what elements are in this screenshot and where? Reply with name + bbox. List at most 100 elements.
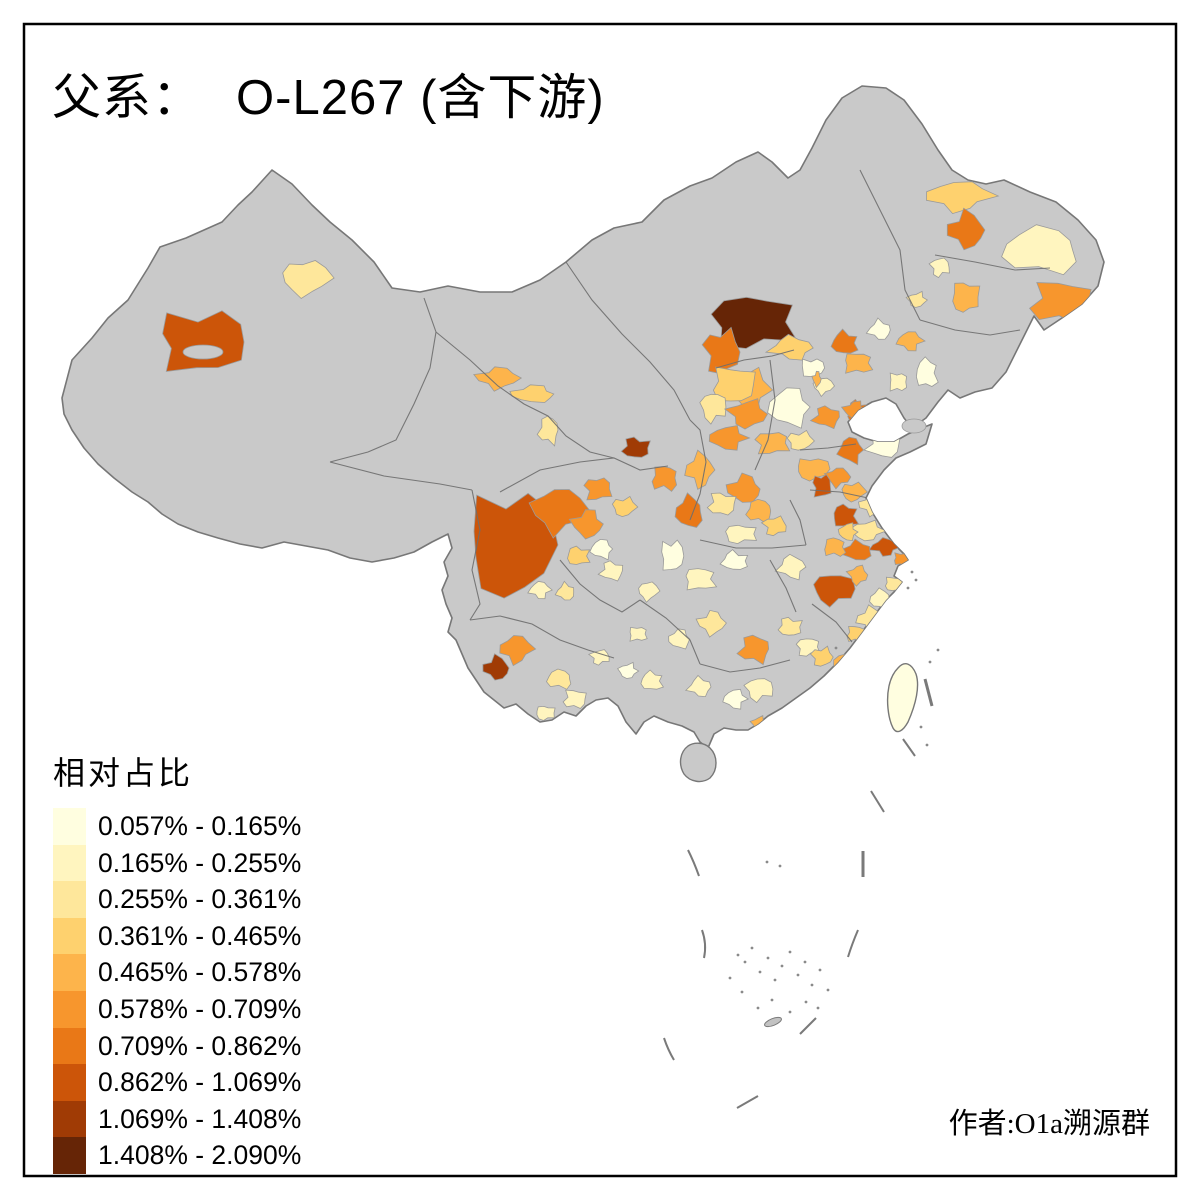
- map-region: [583, 477, 613, 501]
- map-region: [719, 549, 749, 570]
- map-region: [611, 495, 639, 518]
- map-region: [589, 538, 614, 561]
- map-region: [865, 317, 891, 340]
- legend-row: 0.862% - 1.069%: [53, 1064, 301, 1101]
- map-region: [499, 635, 537, 667]
- map-region: [894, 552, 909, 565]
- island-specks: [728, 570, 940, 1014]
- map-region: [723, 398, 769, 430]
- island-speck: [928, 660, 932, 664]
- legend-label: 0.862% - 1.069%: [98, 1067, 302, 1098]
- legend-label: 1.408% - 2.090%: [98, 1140, 302, 1171]
- island-speck: [788, 1010, 792, 1014]
- map-region: [282, 260, 335, 300]
- legend-row: 0.578% - 0.709%: [53, 990, 302, 1028]
- map-region: [661, 539, 685, 571]
- legend-row: 0.165% - 0.255%: [53, 844, 302, 882]
- plot-frame: [22, 22, 1178, 1178]
- island-speck: [740, 990, 744, 994]
- map-region: [668, 628, 691, 650]
- island-speck: [780, 964, 784, 968]
- map-region: [684, 674, 712, 698]
- legend-swatch: [53, 1137, 86, 1174]
- legend-row: 0.709% - 0.862%: [53, 1027, 302, 1065]
- map-region: [754, 432, 791, 455]
- map-region: [915, 356, 939, 387]
- map-region: [836, 436, 865, 466]
- legend-row: 0.361% - 0.465%: [53, 917, 301, 955]
- island-speck: [796, 973, 800, 977]
- island-speck: [770, 998, 774, 1002]
- islet: [764, 1016, 782, 1028]
- map-region: [684, 449, 716, 490]
- legend-label: 0.709% - 0.862%: [98, 1030, 302, 1061]
- map-region: [546, 668, 572, 690]
- map-region: [629, 626, 648, 642]
- no-data-peninsula-tip: [901, 418, 927, 434]
- map-region: [708, 425, 751, 451]
- map-region: [946, 207, 986, 251]
- map-region: [813, 575, 856, 608]
- no-data-enclave: [182, 344, 224, 360]
- island-speck: [936, 648, 940, 652]
- legend-row: 0.255% - 0.361%: [53, 881, 301, 918]
- legend-label: 0.578% - 0.709%: [98, 993, 302, 1024]
- legend-swatch: [53, 844, 86, 882]
- map-region: [824, 537, 847, 557]
- colored-regions-layer: [162, 181, 1092, 733]
- legend-row: 1.408% - 2.090%: [53, 1137, 301, 1174]
- map-region: [722, 688, 750, 710]
- island-speck: [773, 978, 777, 982]
- map-region: [597, 560, 624, 582]
- map-region: [701, 326, 741, 374]
- island-speck: [765, 860, 769, 864]
- map-region: [473, 366, 523, 392]
- legend-label: 0.165% - 0.255%: [98, 847, 302, 878]
- map-region: [809, 405, 840, 430]
- island-speck: [810, 983, 814, 987]
- map-region: [527, 580, 553, 600]
- legend-title: 相对占比: [53, 755, 194, 791]
- map-region: [536, 705, 556, 721]
- map-region: [509, 384, 555, 403]
- legend-swatch: [53, 990, 86, 1028]
- island-speck: [906, 586, 910, 590]
- map-region: [777, 616, 803, 636]
- legend-swatch: [53, 917, 86, 955]
- map-region: [786, 429, 815, 451]
- map-region: [774, 553, 807, 581]
- island-speck: [766, 956, 770, 960]
- nine-dash-line: [663, 678, 934, 1109]
- map-region: [638, 581, 661, 603]
- map-region: [845, 564, 869, 587]
- map-region: [554, 580, 575, 601]
- map-region: [482, 653, 510, 681]
- island-speck: [919, 725, 923, 729]
- island-speck: [788, 950, 792, 954]
- legend-swatch: [53, 1027, 86, 1065]
- map-region: [617, 661, 640, 679]
- title-haplogroup: O-L267 (含下游): [236, 71, 605, 125]
- map-region: [567, 545, 591, 565]
- map-region: [528, 489, 590, 539]
- map-region: [536, 415, 559, 447]
- island-speck: [818, 968, 822, 972]
- island-speck: [778, 864, 782, 868]
- legend-swatch: [53, 954, 86, 991]
- island-speck: [736, 953, 740, 957]
- map-region: [1001, 224, 1077, 276]
- legend-label: 0.057% - 0.165%: [98, 811, 302, 841]
- legend-label: 0.465% - 0.578%: [98, 957, 302, 988]
- island-speck: [834, 646, 838, 650]
- legend-rows: 0.057% - 0.165% 0.165% - 0.255% 0.255% - 0…: [53, 808, 301, 1174]
- map-region: [712, 366, 756, 402]
- island-speck: [758, 970, 762, 974]
- map-region: [845, 353, 874, 374]
- hainan-island: [679, 742, 717, 783]
- island-speck: [914, 578, 918, 582]
- map-title: 父系： O-L267 (含下游): [52, 58, 605, 129]
- legend: 相对占比 0.057% - 0.165% 0.165% - 0.255% 0.255…: [53, 748, 301, 1174]
- island-speck: [750, 946, 754, 950]
- taiwan-island: [886, 663, 919, 733]
